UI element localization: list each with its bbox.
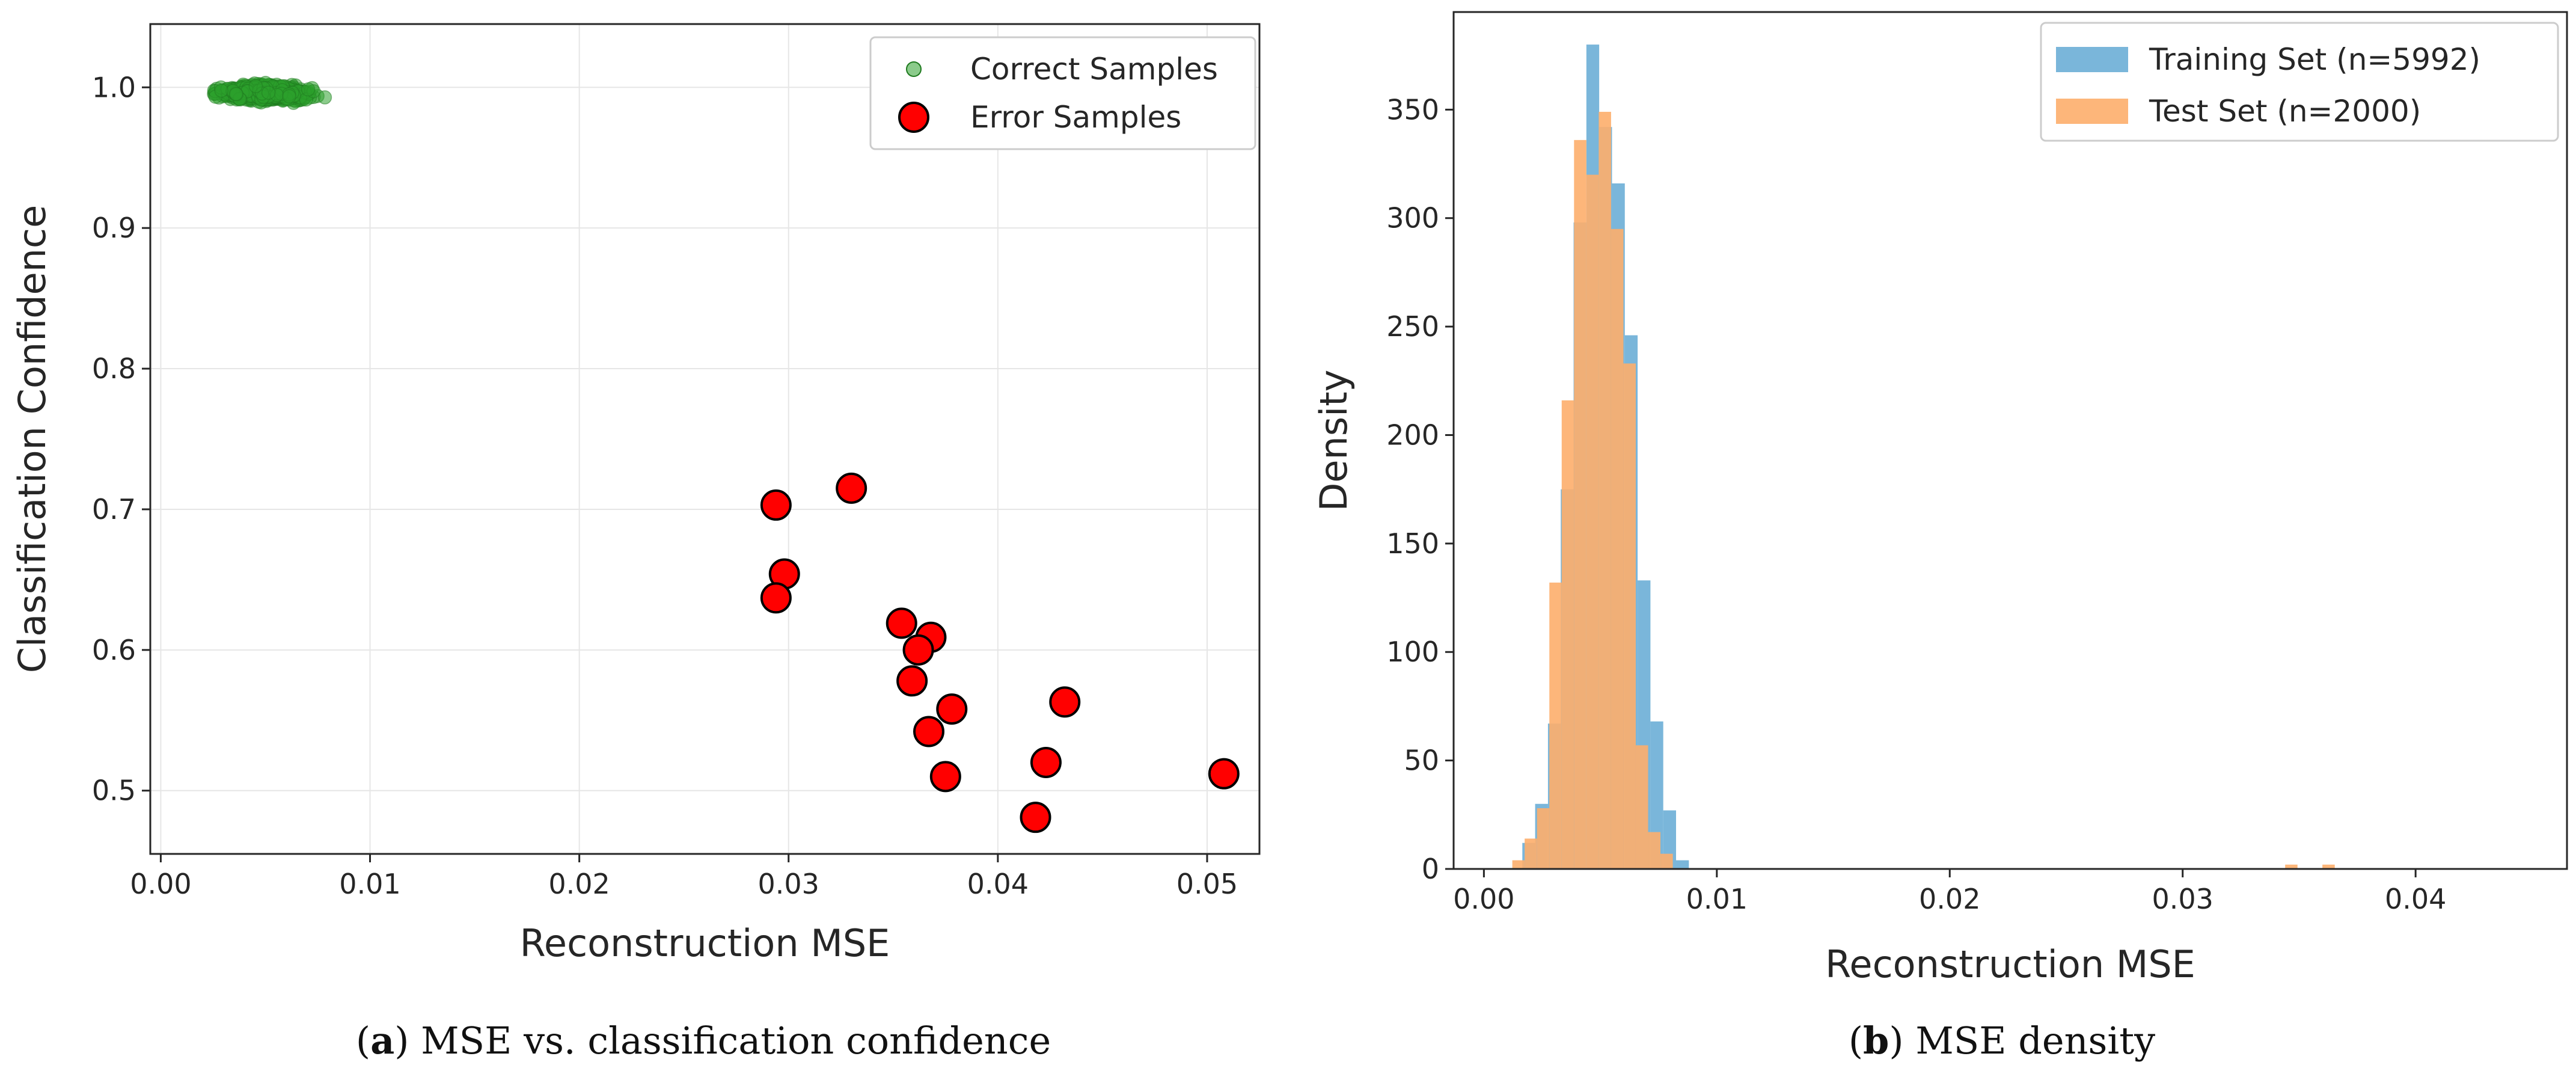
legend-swatch-training <box>2056 47 2128 72</box>
error-sample-point <box>1208 758 1240 790</box>
legend-label-training: Training Set (n=5992) <box>2149 42 2480 77</box>
test-bar <box>1586 174 1599 870</box>
y-tick-label: 350 <box>1386 93 1439 126</box>
caption-b-letter: b <box>1863 1019 1889 1063</box>
test-bar <box>1574 140 1586 869</box>
y-tick-label: 0.7 <box>92 493 136 526</box>
panel-b-legend: Training Set (n=5992) Test Set (n=2000) <box>2040 22 2559 142</box>
x-tick-label: 0.01 <box>339 868 400 900</box>
test-bar <box>1648 832 1661 869</box>
test-bar <box>1525 838 1537 869</box>
panel-a-x-axis-label: Reconstruction MSE <box>520 921 890 965</box>
test-bar <box>1611 229 1624 869</box>
error-sample-point <box>760 489 792 521</box>
error-sample-point <box>913 716 944 747</box>
y-tick-label: 0.6 <box>92 634 136 666</box>
x-tick-label: 0.03 <box>758 868 819 900</box>
legend-label-test: Test Set (n=2000) <box>2149 94 2421 129</box>
legend-marker-correct <box>906 61 922 77</box>
panel-a-legend-box <box>869 36 1256 150</box>
y-tick-label: 0.8 <box>92 352 136 385</box>
test-bar <box>1537 808 1550 869</box>
x-tick-label: 0.00 <box>130 868 191 900</box>
x-tick-label: 0.02 <box>548 868 610 900</box>
x-tick-label: 0.02 <box>1919 883 1980 915</box>
x-tick-label: 0.00 <box>1453 883 1514 915</box>
y-tick-label: 0 <box>1422 853 1439 885</box>
panel-a-scatter: 0.00 0.01 0.02 0.03 0.04 0.05 0.5 0.6 0.7 0.8 0.9 1… <box>10 23 1261 965</box>
correct-sample-point <box>282 89 296 103</box>
error-sample-point <box>836 472 867 504</box>
test-bar <box>1561 400 1574 869</box>
panel-b-frame <box>1452 11 2568 870</box>
x-tick-label: 0.04 <box>2385 883 2446 915</box>
legend-marker-error <box>898 102 929 133</box>
x-tick-label: 0.04 <box>967 868 1029 900</box>
training-bar <box>1676 860 1689 869</box>
error-sample-point <box>902 634 934 666</box>
caption-b: (b) MSE density <box>1849 1019 2155 1063</box>
correct-sample-point <box>248 79 263 93</box>
test-bar <box>1635 745 1648 869</box>
error-sample-point <box>896 665 928 697</box>
y-tick-label: 50 <box>1404 744 1439 777</box>
caption-b-text: MSE density <box>1915 1019 2155 1063</box>
error-sample-point <box>886 607 917 639</box>
correct-sample-point <box>261 85 276 100</box>
y-tick-label: 300 <box>1386 202 1439 235</box>
panel-b-bars <box>1512 44 2335 870</box>
panel-a-grid <box>150 24 1259 854</box>
panel-a-frame <box>149 23 1261 855</box>
test-bar <box>2322 864 2335 869</box>
legend-label-correct: Correct Samples <box>970 52 1218 87</box>
y-tick-label: 1.0 <box>92 71 136 103</box>
caption-a: (a) MSE vs. classification confidence <box>356 1019 1051 1063</box>
panel-b-x-axis-label: Reconstruction MSE <box>1825 942 2195 986</box>
y-tick-label: 200 <box>1386 419 1439 451</box>
x-tick-label: 0.03 <box>2152 883 2213 915</box>
test-bar <box>2285 864 2298 869</box>
legend-swatch-test <box>2056 99 2128 124</box>
x-tick-label: 0.01 <box>1686 883 1748 915</box>
x-tick-label: 0.05 <box>1176 868 1238 900</box>
panel-b-legend-box <box>2040 22 2559 142</box>
error-sample-point <box>1030 746 1062 778</box>
error-sample-point <box>936 693 968 725</box>
test-bar <box>1549 582 1562 869</box>
caption-a-text: MSE vs. classification confidence <box>421 1019 1051 1063</box>
caption-a-letter: a <box>370 1019 394 1063</box>
panel-a-ticks: 0.00 0.01 0.02 0.03 0.04 0.05 0.5 0.6 0.7 0.8 0.9 1… <box>92 71 1238 900</box>
panel-b-ticks: 0.00 0.01 0.02 0.03 0.04 0 50 100 150 200 250 300 35… <box>1386 93 2446 915</box>
y-tick-label: 0.9 <box>92 212 136 244</box>
y-tick-label: 100 <box>1386 636 1439 668</box>
correct-sample-point <box>317 90 332 105</box>
test-bar <box>1599 111 1611 870</box>
test-bar <box>1660 853 1673 869</box>
panel-a-y-axis-label: Classification Confidence <box>10 205 54 674</box>
panel-b-histogram: 0.00 0.01 0.02 0.03 0.04 0 50 100 150 200 250 300 35… <box>1312 11 2568 986</box>
test-bar <box>1623 363 1636 869</box>
error-sample-point <box>1020 802 1051 833</box>
test-bar <box>1512 860 1525 869</box>
correct-sample-point <box>214 83 229 98</box>
panel-a-legend: Correct Samples Error Samples <box>869 36 1256 150</box>
panel-a-points <box>207 76 1240 833</box>
error-sample-point <box>929 761 961 793</box>
y-tick-label: 0.5 <box>92 775 136 807</box>
correct-sample-point <box>301 82 316 97</box>
legend-label-error: Error Samples <box>970 100 1181 135</box>
y-tick-label: 250 <box>1386 310 1439 343</box>
y-tick-label: 150 <box>1386 527 1439 560</box>
panel-b-y-axis-label: Density <box>1312 370 1356 512</box>
correct-sample-point <box>228 87 243 101</box>
error-sample-point <box>760 582 792 614</box>
error-sample-point <box>1049 686 1081 718</box>
